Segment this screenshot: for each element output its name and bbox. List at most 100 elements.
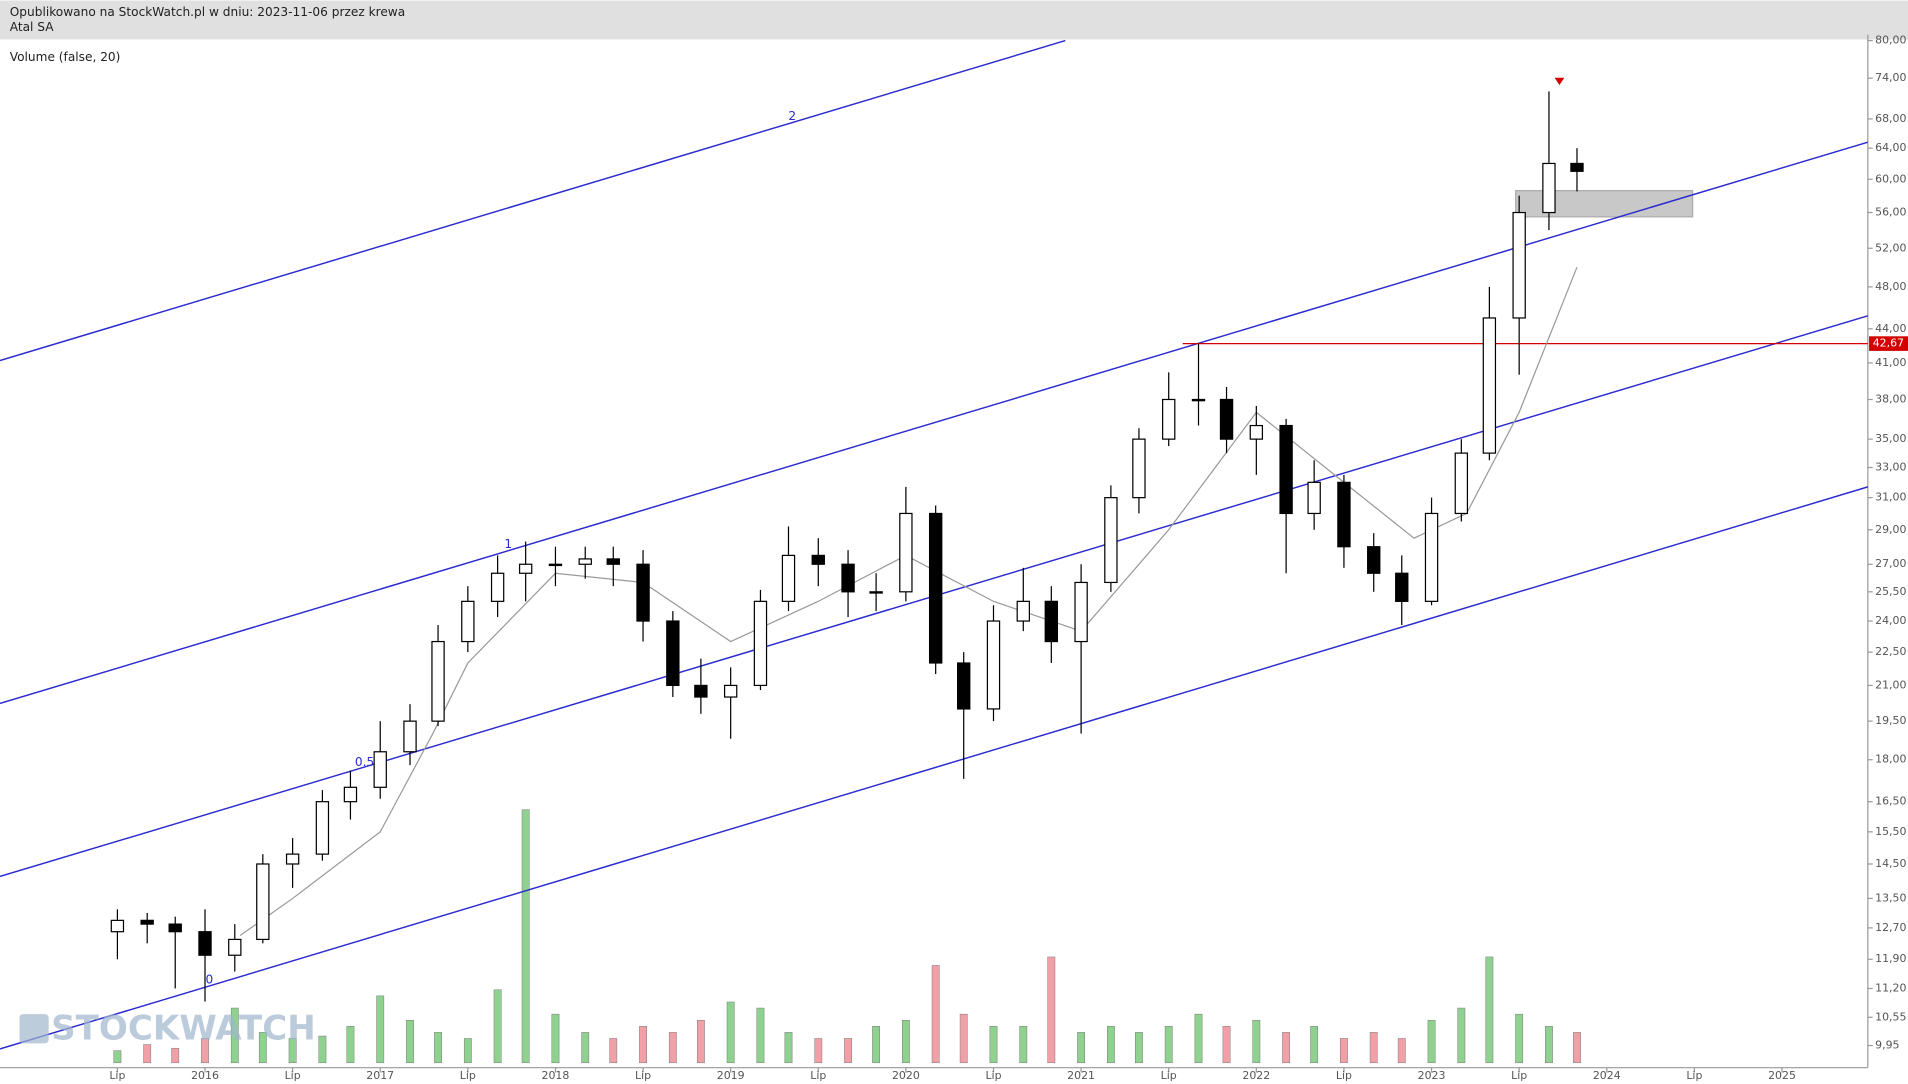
x-tick-label: Lip — [1161, 1069, 1177, 1082]
volume-bar — [1222, 1026, 1231, 1064]
x-tick-label: Lip — [985, 1069, 1001, 1082]
volume-bar — [872, 1026, 880, 1064]
volume-bar — [609, 1038, 618, 1064]
candle-body — [636, 563, 650, 622]
volume-bar — [581, 1032, 590, 1064]
volume-bar — [113, 1050, 122, 1064]
volume-bar — [959, 1013, 968, 1064]
channel-label: 1 — [504, 537, 512, 551]
y-tick-label: 16,50 — [1875, 795, 1906, 808]
volume-bar — [201, 1038, 209, 1064]
volume-bar — [931, 965, 940, 1064]
y-tick-label: 27,00 — [1875, 557, 1906, 570]
candle-body — [1016, 600, 1030, 622]
y-tick-label: 31,00 — [1875, 491, 1906, 504]
volume-bar — [1457, 1007, 1466, 1064]
candle-body — [1279, 424, 1293, 515]
candle-body — [315, 801, 330, 855]
candle-body — [1219, 398, 1234, 440]
x-tick-label: 2024 — [1593, 1069, 1621, 1082]
volume-bar — [844, 1038, 852, 1064]
volume-bar — [1545, 1026, 1553, 1064]
volume-bar — [1194, 1013, 1203, 1064]
channel-line — [0, 141, 1869, 705]
volume-bar — [434, 1032, 442, 1064]
candle-body — [666, 620, 680, 687]
candle-body — [869, 591, 883, 594]
y-tick-label: 24,00 — [1875, 614, 1906, 627]
candle-body — [140, 919, 154, 925]
volume-bar — [1282, 1032, 1291, 1064]
candle-body — [957, 662, 971, 710]
y-tick-label: 56,00 — [1875, 206, 1906, 219]
y-tick-label: 11,20 — [1875, 981, 1906, 994]
x-tick-label: 2019 — [717, 1069, 745, 1082]
moving-average — [239, 266, 1578, 937]
y-tick-label: 38,00 — [1875, 392, 1906, 405]
candle-body — [694, 684, 708, 698]
candle-body — [723, 684, 738, 698]
x-tick-label: Lip — [1511, 1069, 1527, 1082]
x-tick-label: Lip — [1336, 1069, 1352, 1082]
candle-body — [1367, 546, 1381, 574]
watermark-text: STOCKWATCH — [51, 1008, 316, 1048]
volume-bar — [171, 1047, 180, 1064]
candle-body — [1044, 600, 1059, 643]
zone — [1515, 190, 1694, 218]
volume-bar — [1340, 1038, 1348, 1064]
level-label: 42,67 — [1873, 337, 1904, 350]
y-tick-label: 60,00 — [1875, 172, 1906, 185]
candle-body — [753, 600, 768, 687]
candle-body — [110, 919, 125, 933]
header-text: Atal SA — [10, 20, 55, 34]
candle-body — [578, 558, 592, 565]
volume-bar — [1397, 1038, 1406, 1064]
candle-body — [1512, 211, 1526, 319]
y-tick-label: 15,50 — [1875, 825, 1906, 838]
volume-bar — [901, 1019, 910, 1064]
volume-bar — [814, 1038, 823, 1064]
y-tick-label: 41,00 — [1875, 356, 1906, 369]
candle-body — [986, 620, 1001, 710]
volume-bar — [1485, 956, 1494, 1064]
candle-body — [403, 720, 417, 753]
volume-bar — [668, 1032, 677, 1064]
volume-bar — [493, 989, 502, 1064]
candle-body — [1249, 424, 1264, 440]
y-tick-label: 64,00 — [1875, 141, 1906, 154]
y-tick-label: 29,00 — [1875, 523, 1906, 536]
candle-body — [1570, 162, 1584, 172]
candle-body — [1162, 398, 1176, 440]
channel-line — [0, 486, 1869, 1050]
volume-bar — [288, 1038, 297, 1064]
y-tick-label: 18,00 — [1875, 753, 1906, 766]
y-tick-label: 9,95 — [1875, 1039, 1899, 1052]
channel-line — [0, 39, 1066, 362]
candle-body — [1424, 512, 1439, 602]
y-tick-label: 11,90 — [1875, 952, 1906, 965]
candle-body — [343, 786, 358, 803]
volume-bar — [258, 1032, 267, 1064]
candle-body — [373, 751, 387, 788]
candle-body — [928, 512, 943, 664]
candle-body — [1454, 452, 1469, 515]
volume-bar — [1107, 1026, 1115, 1064]
candle-body — [1132, 438, 1146, 499]
candle-body — [899, 512, 913, 593]
volume-bar — [376, 995, 385, 1064]
x-tick-label: 2017 — [366, 1069, 394, 1082]
header-bar — [0, 0, 1908, 40]
candle-body — [518, 563, 533, 574]
channel-label: 0 — [205, 972, 213, 986]
volume-bar — [756, 1007, 765, 1064]
candle-body — [285, 853, 300, 865]
subtitle: Volume (false, 20) — [10, 50, 121, 64]
x-tick-label: Lip — [109, 1069, 125, 1082]
volume-bar — [551, 1013, 560, 1064]
y-tick-label: 52,00 — [1875, 241, 1906, 254]
watermark: STOCKWATCH — [19, 1008, 316, 1048]
y-tick-label: 19,50 — [1875, 714, 1906, 727]
volume-bar — [406, 1019, 414, 1064]
channel-label: 2 — [788, 109, 796, 123]
